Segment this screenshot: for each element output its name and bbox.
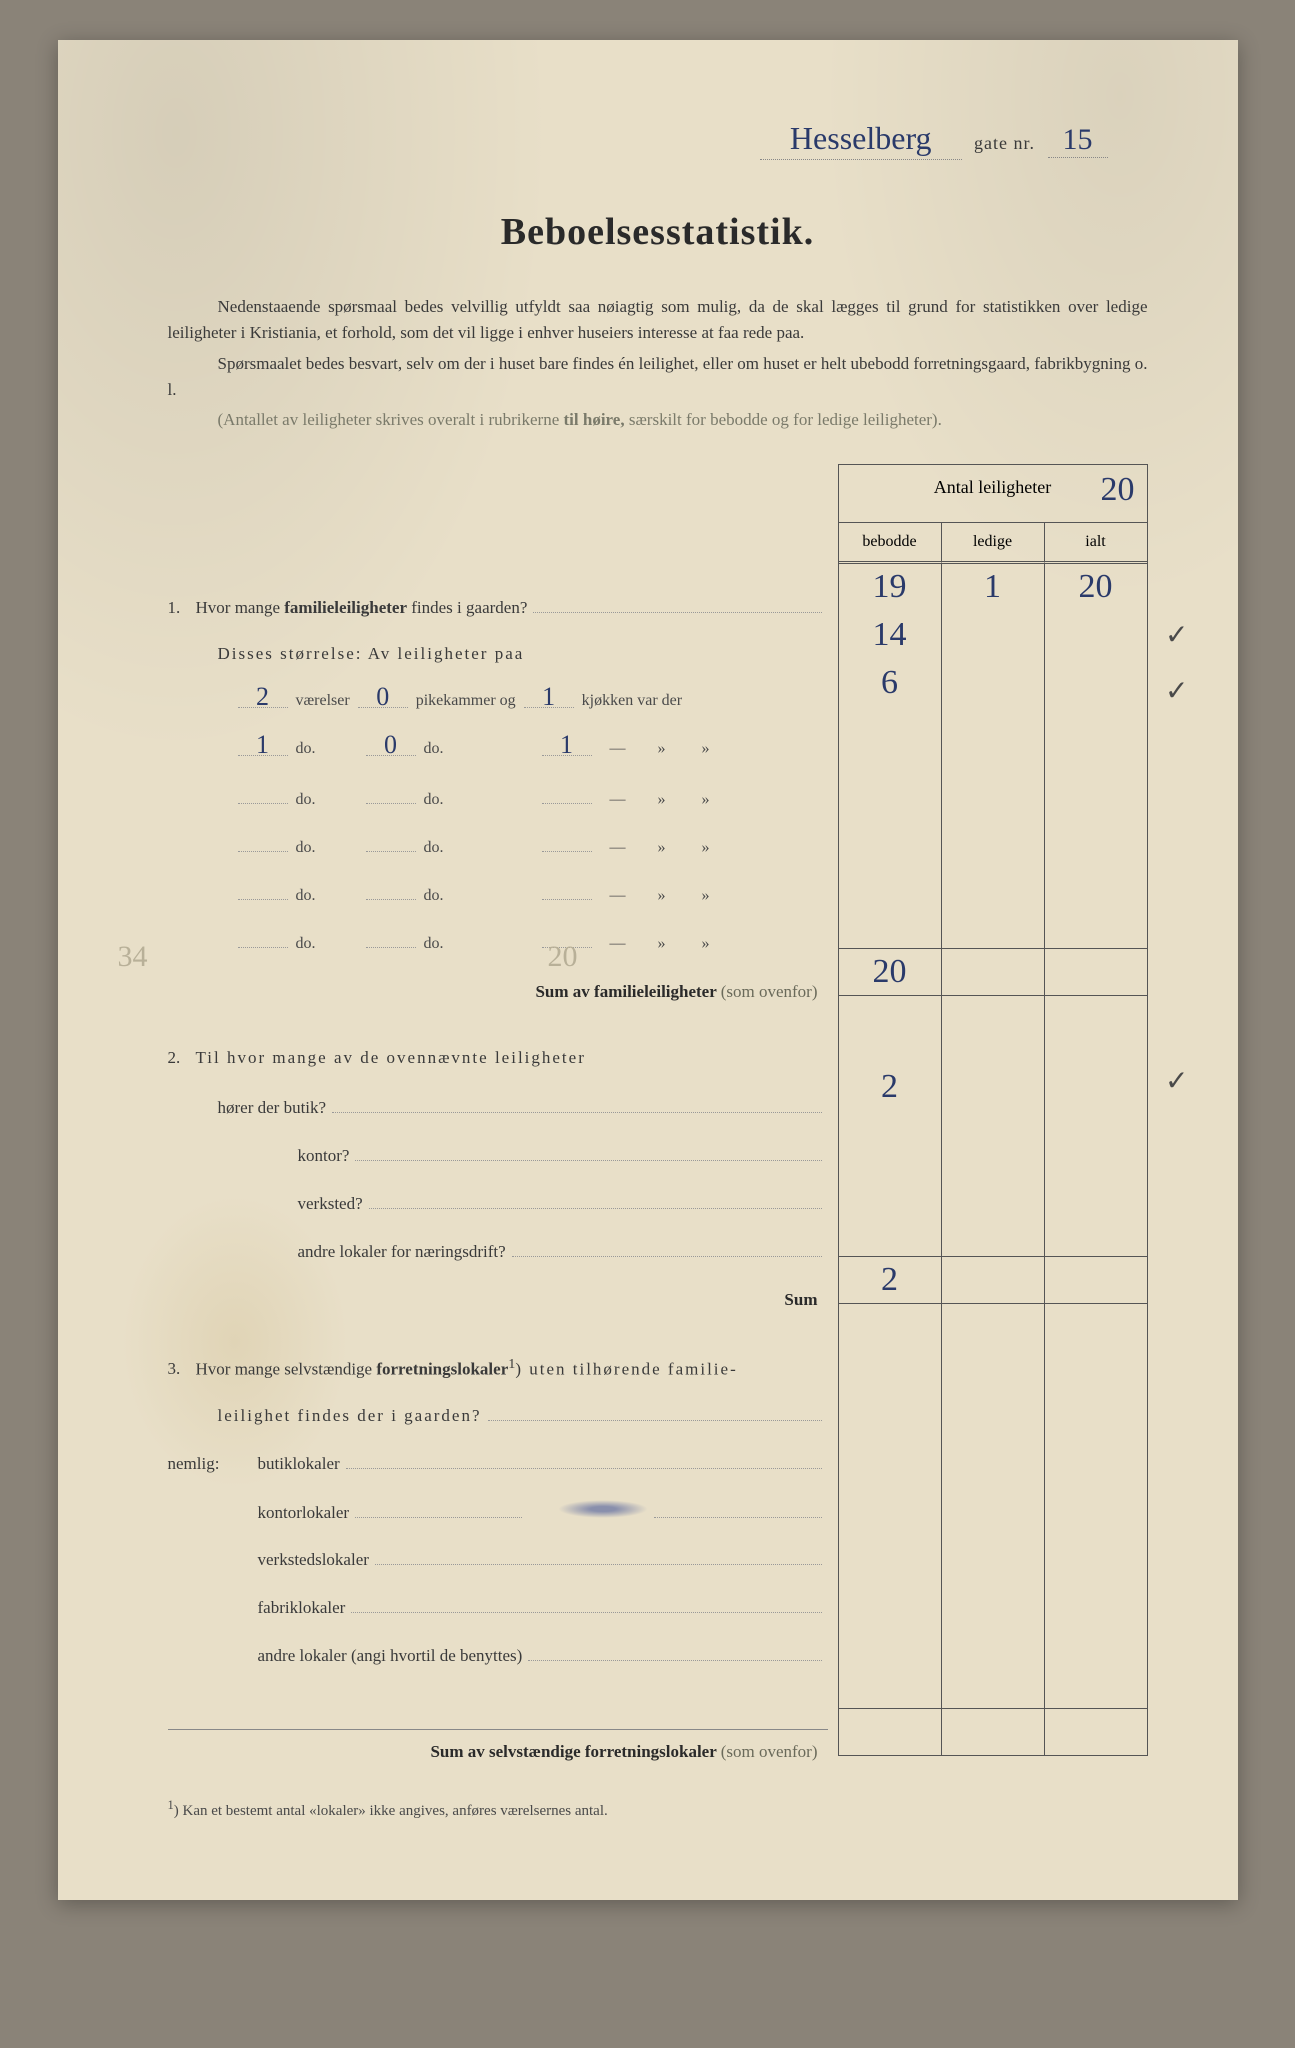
table-row — [838, 756, 1148, 804]
check-mark: ✓ — [1165, 1064, 1188, 1098]
room-row: do. do. — »» — [238, 826, 828, 874]
room-grid: 2 værelser 0 pikekammer og 1 kjøkken var… — [168, 682, 828, 970]
q1-sum-label: Sum av familieleiligheter (som ovenfor) — [168, 970, 828, 1018]
table-row — [838, 1372, 1148, 1420]
table-row — [838, 1660, 1148, 1708]
table-title: Antal leiligheter 20 — [839, 465, 1147, 523]
q3-sum-label: Sum av selvstændige forretningslokaler (… — [168, 1730, 828, 1778]
table-row — [838, 708, 1148, 756]
q3-line2: leilighet findes der i gaarden? — [168, 1394, 828, 1442]
q3-nemlig: nemlig: butiklokaler — [168, 1442, 828, 1490]
table-row — [838, 996, 1148, 1064]
room-row: do. do. — »» — [238, 922, 828, 970]
table-row — [838, 1468, 1148, 1516]
main-layout: 1. Hvor mange familieleiligheter findes … — [168, 464, 1148, 1778]
footnote: 1) Kan et bestemt antal «lokaler» ikke a… — [168, 1798, 1148, 1820]
table-row — [838, 1564, 1148, 1612]
q3-item: fabriklokaler — [168, 1586, 828, 1634]
intro-p1: Nedenstaaende spørsmaal bedes velvillig … — [168, 294, 1148, 347]
q3-blank-line — [168, 1682, 828, 1730]
q2-line1: 2. Til hvor mange av de ovennævnte leili… — [168, 1038, 828, 1086]
table-row — [838, 1612, 1148, 1660]
table-row — [838, 1160, 1148, 1208]
table-row — [838, 852, 1148, 900]
gate-label: gate nr. — [974, 133, 1035, 153]
q2-item: verksted? — [168, 1182, 828, 1230]
table-row: 14✓ — [838, 612, 1148, 660]
questions-column: 1. Hvor mange familieleiligheter findes … — [168, 464, 838, 1778]
q3-item: verkstedslokaler — [168, 1538, 828, 1586]
intro-p2: Spørsmaalet bedes besvart, selv om der i… — [168, 351, 1148, 404]
page-title: Beboelsesstatistik. — [168, 210, 1148, 254]
room-row: do. do. — »» — [238, 778, 828, 826]
q3-item: andre lokaler (angi hvortil de benyttes) — [168, 1634, 828, 1682]
table-row — [838, 1304, 1148, 1372]
total-handwritten: 20 — [1101, 471, 1135, 509]
q2-item: hører der butik? — [168, 1086, 828, 1134]
room-row: do. do. — »» — [238, 874, 828, 922]
room-row: 2 værelser 0 pikekammer og 1 kjøkken var… — [238, 682, 828, 730]
q2-sum-label: Sum — [168, 1278, 828, 1326]
check-mark: ✓ — [1165, 618, 1188, 652]
col-ialt: ialt — [1045, 523, 1147, 564]
table-row — [838, 1112, 1148, 1160]
document-page: Hesselberg gate nr. 15 Beboelsesstatisti… — [58, 40, 1238, 1900]
table-row — [838, 1420, 1148, 1468]
q3-line1: 3. Hvor mange selvstændige forretningslo… — [168, 1346, 828, 1394]
intro-p3: (Antallet av leiligheter skrives overalt… — [168, 407, 1148, 433]
faint-annotation: 20 — [548, 940, 578, 974]
table-row — [838, 900, 1148, 948]
col-ledige: ledige — [942, 523, 1045, 564]
table-header: Antal leiligheter 20 bebodde ledige ialt — [838, 464, 1148, 564]
table-row: 19 1 20 — [838, 564, 1148, 612]
room-row: 1 do. 0 do. 1 — »» — [238, 730, 828, 778]
table-row-sum: 20 — [838, 948, 1148, 996]
street-name: Hesselberg — [760, 120, 962, 160]
data-table: Antal leiligheter 20 bebodde ledige ialt… — [838, 464, 1148, 1778]
gate-number: 15 — [1048, 123, 1108, 158]
check-mark: ✓ — [1165, 674, 1188, 708]
table-row: 6✓ — [838, 660, 1148, 708]
q3-item: kontorlokaler — [168, 1490, 828, 1538]
q1-line: 1. Hvor mange familieleiligheter findes … — [168, 586, 828, 634]
table-row-sum — [838, 1708, 1148, 1756]
table-row: 2✓ — [838, 1064, 1148, 1112]
q1-sublabel: Disses størrelse: Av leiligheter paa — [168, 634, 828, 682]
col-bebodde: bebodde — [839, 523, 942, 564]
ink-smudge — [558, 1500, 648, 1518]
header-line: Hesselberg gate nr. 15 — [168, 120, 1148, 160]
table-row — [838, 1516, 1148, 1564]
intro-text: Nedenstaaende spørsmaal bedes velvillig … — [168, 294, 1148, 434]
table-columns: bebodde ledige ialt — [839, 523, 1147, 564]
table-row — [838, 1208, 1148, 1256]
q2-item: andre lokaler for næringsdrift? — [168, 1230, 828, 1278]
faint-annotation: 34 — [118, 940, 148, 974]
q2-item: kontor? — [168, 1134, 828, 1182]
table-row — [838, 804, 1148, 852]
table-row-sum: 2 — [838, 1256, 1148, 1304]
